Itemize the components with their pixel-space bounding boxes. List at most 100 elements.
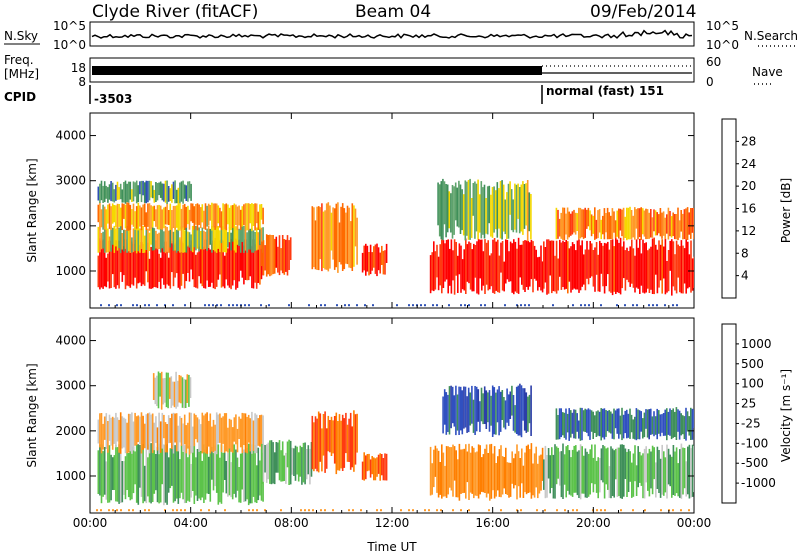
data-streak [675, 240, 678, 294]
data-region [261, 234, 292, 277]
data-streak [132, 228, 135, 253]
data-streak [161, 412, 164, 449]
data-streak [259, 415, 261, 447]
data-streak [642, 453, 644, 499]
data-streak [97, 419, 100, 444]
data-streak [243, 245, 245, 285]
data-streak [322, 211, 325, 268]
data-streak [261, 241, 263, 267]
data-speckle [244, 304, 246, 307]
data-streak [461, 449, 464, 494]
data-speckle [412, 304, 414, 307]
data-streak [680, 210, 682, 232]
data-streak [562, 412, 564, 436]
data-streak [164, 225, 167, 254]
data-streak [376, 457, 378, 477]
noise-tick-top-right: 10^5 [706, 19, 739, 33]
data-streak [105, 413, 108, 449]
station-title: Clyde River (fitACF) [92, 2, 258, 22]
data-streak [214, 203, 216, 230]
data-streak [155, 416, 157, 443]
cpid-label: CPID [4, 90, 36, 104]
data-streak [581, 209, 583, 238]
data-streak [180, 241, 183, 286]
data-streak [223, 413, 226, 453]
data-streak [497, 456, 499, 491]
data-streak [567, 241, 569, 294]
data-streak [379, 453, 381, 481]
data-streak [656, 212, 658, 236]
data-streak [174, 243, 176, 278]
data-streak [647, 453, 649, 491]
data-speckle [576, 509, 578, 512]
data-streak [330, 416, 333, 456]
data-streak [637, 446, 639, 488]
data-streak [283, 239, 286, 275]
data-streak [217, 205, 220, 224]
data-streak [661, 239, 663, 294]
data-streak [209, 204, 212, 221]
data-streak [597, 457, 599, 499]
data-speckle [128, 509, 130, 512]
data-streak [220, 226, 223, 244]
data-streak [581, 240, 583, 287]
data-streak [624, 410, 626, 434]
data-streak [557, 209, 559, 239]
data-streak [227, 248, 229, 286]
data-streak [672, 212, 674, 237]
data-speckle [116, 509, 118, 512]
data-streak [656, 446, 659, 489]
data-streak [501, 456, 504, 495]
data-streak [119, 241, 122, 273]
data-streak [135, 241, 138, 289]
data-streak [471, 249, 473, 292]
data-streak [251, 228, 253, 253]
data-streak [108, 240, 111, 289]
data-streak [442, 396, 444, 434]
data-streak [214, 226, 216, 252]
data-streak [156, 447, 159, 503]
data-streak [351, 426, 354, 468]
data-streak [156, 183, 159, 201]
data-streak [576, 451, 579, 496]
data-streak [345, 212, 347, 264]
data-streak [204, 449, 207, 500]
data-streak [148, 258, 151, 289]
data-streak [206, 446, 208, 494]
data-streak [151, 243, 154, 289]
data-streak [563, 242, 566, 290]
data-speckle [468, 304, 470, 307]
data-streak [174, 445, 176, 502]
data-streak [115, 445, 117, 502]
data-streak [113, 417, 116, 444]
data-streak [458, 386, 460, 435]
data-streak [296, 446, 298, 475]
data-streak [446, 184, 449, 233]
data-speckle [364, 304, 366, 307]
data-streak [135, 444, 138, 503]
data-streak [100, 180, 103, 201]
data-speckle [468, 509, 470, 512]
data-region [429, 237, 544, 295]
data-streak [666, 261, 668, 293]
data-streak [626, 451, 628, 497]
data-speckle [460, 509, 462, 512]
data-streak [578, 207, 580, 240]
data-streak [121, 461, 124, 503]
data-speckle [600, 509, 602, 512]
data-speckle [116, 304, 118, 307]
data-streak [171, 227, 173, 244]
data-streak [533, 245, 536, 279]
data-streak [523, 184, 526, 229]
data-streak [442, 452, 445, 497]
data-streak [204, 203, 207, 230]
data-streak [611, 208, 614, 240]
data-streak [551, 447, 553, 488]
data-streak [261, 443, 263, 484]
data-streak [179, 459, 181, 499]
data-streak [153, 445, 156, 494]
data-streak [113, 189, 116, 203]
data-streak [448, 191, 451, 229]
data-streak [206, 205, 208, 227]
data-streak [212, 419, 215, 453]
